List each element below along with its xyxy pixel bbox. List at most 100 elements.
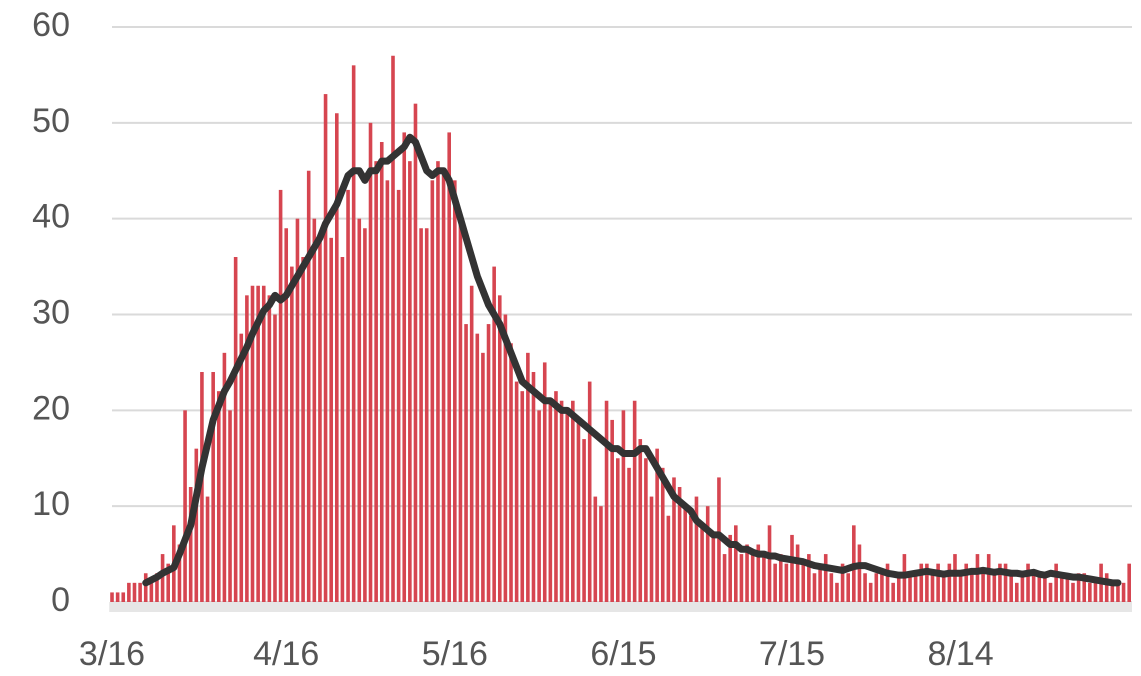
bar <box>677 487 682 602</box>
bar <box>992 573 997 602</box>
bar <box>700 525 704 602</box>
bar <box>1037 573 1042 602</box>
bar <box>497 295 502 602</box>
bar <box>981 573 985 602</box>
bar <box>683 506 688 602</box>
bar <box>413 103 418 603</box>
bar <box>183 410 187 602</box>
bar <box>975 554 980 602</box>
x-tick-label: 6/15 <box>590 635 656 673</box>
bar <box>222 352 227 602</box>
x-tick-label: 7/15 <box>759 635 825 673</box>
bar <box>649 496 654 602</box>
bar <box>599 506 603 602</box>
y-tick-label: 10 <box>32 485 70 523</box>
bar <box>610 419 614 602</box>
bar <box>447 132 451 602</box>
bar <box>424 228 429 602</box>
bar <box>155 573 159 602</box>
bar <box>1104 573 1109 602</box>
x-tick-label: 4/16 <box>253 635 319 673</box>
bar <box>801 563 806 602</box>
bar <box>565 410 570 602</box>
bar <box>739 554 744 602</box>
bar <box>143 573 148 602</box>
bar <box>694 496 699 602</box>
bar <box>1003 563 1008 602</box>
y-tick-label: 30 <box>32 293 70 331</box>
bar <box>705 506 710 602</box>
y-tick-label: 0 <box>51 581 70 619</box>
bar <box>1076 573 1081 602</box>
bar <box>306 170 311 602</box>
bar <box>941 573 946 602</box>
bar <box>542 362 547 602</box>
bar <box>638 439 643 602</box>
bar <box>177 544 182 602</box>
bar <box>958 573 963 602</box>
bar <box>1121 582 1126 602</box>
bar <box>632 400 637 602</box>
bar <box>762 554 766 602</box>
bar <box>430 180 435 603</box>
bar <box>1009 573 1013 602</box>
bar <box>357 218 362 602</box>
bar <box>261 285 266 602</box>
bar <box>615 458 620 602</box>
bar <box>419 228 423 602</box>
bar <box>1054 563 1058 602</box>
bar <box>469 285 474 602</box>
bar <box>660 467 665 602</box>
bar <box>1031 573 1036 602</box>
bar <box>194 448 199 602</box>
bar <box>998 563 1002 602</box>
bar <box>672 477 676 602</box>
bar <box>526 352 530 602</box>
bar <box>351 65 356 603</box>
x-tick-label: 5/16 <box>422 635 488 673</box>
bar <box>374 161 378 602</box>
bar <box>250 285 255 602</box>
y-tick-label: 20 <box>32 389 70 427</box>
bar <box>396 189 401 602</box>
bar <box>312 218 317 602</box>
bar <box>812 573 817 602</box>
bar <box>576 419 581 602</box>
bar <box>790 534 794 602</box>
bar <box>340 257 345 602</box>
bar <box>245 295 249 602</box>
bar <box>1059 573 1064 602</box>
bar <box>295 218 300 602</box>
bar <box>908 573 912 602</box>
bar <box>520 391 525 602</box>
bar <box>986 554 991 602</box>
bar <box>554 391 558 602</box>
bar <box>745 544 749 602</box>
bar <box>278 189 283 602</box>
bar <box>857 544 862 602</box>
bar <box>216 391 221 602</box>
bar <box>256 285 260 602</box>
bar <box>823 554 828 602</box>
bar <box>835 582 839 602</box>
bar <box>1048 582 1053 602</box>
bar <box>453 180 457 603</box>
bar <box>188 487 193 602</box>
bar <box>391 55 395 602</box>
y-tick-label: 40 <box>32 198 70 236</box>
bar <box>475 333 480 602</box>
bar <box>1026 563 1030 602</box>
bar <box>587 381 592 602</box>
bar <box>537 410 541 602</box>
bar <box>571 400 575 602</box>
bar <box>604 400 609 602</box>
bar <box>655 448 659 602</box>
moving-average-line <box>142 133 1122 587</box>
bar <box>335 113 339 602</box>
bar <box>1071 582 1075 602</box>
bar <box>627 467 631 602</box>
x-axis-strip <box>109 602 1132 612</box>
bar <box>778 554 783 602</box>
bar <box>323 94 328 602</box>
